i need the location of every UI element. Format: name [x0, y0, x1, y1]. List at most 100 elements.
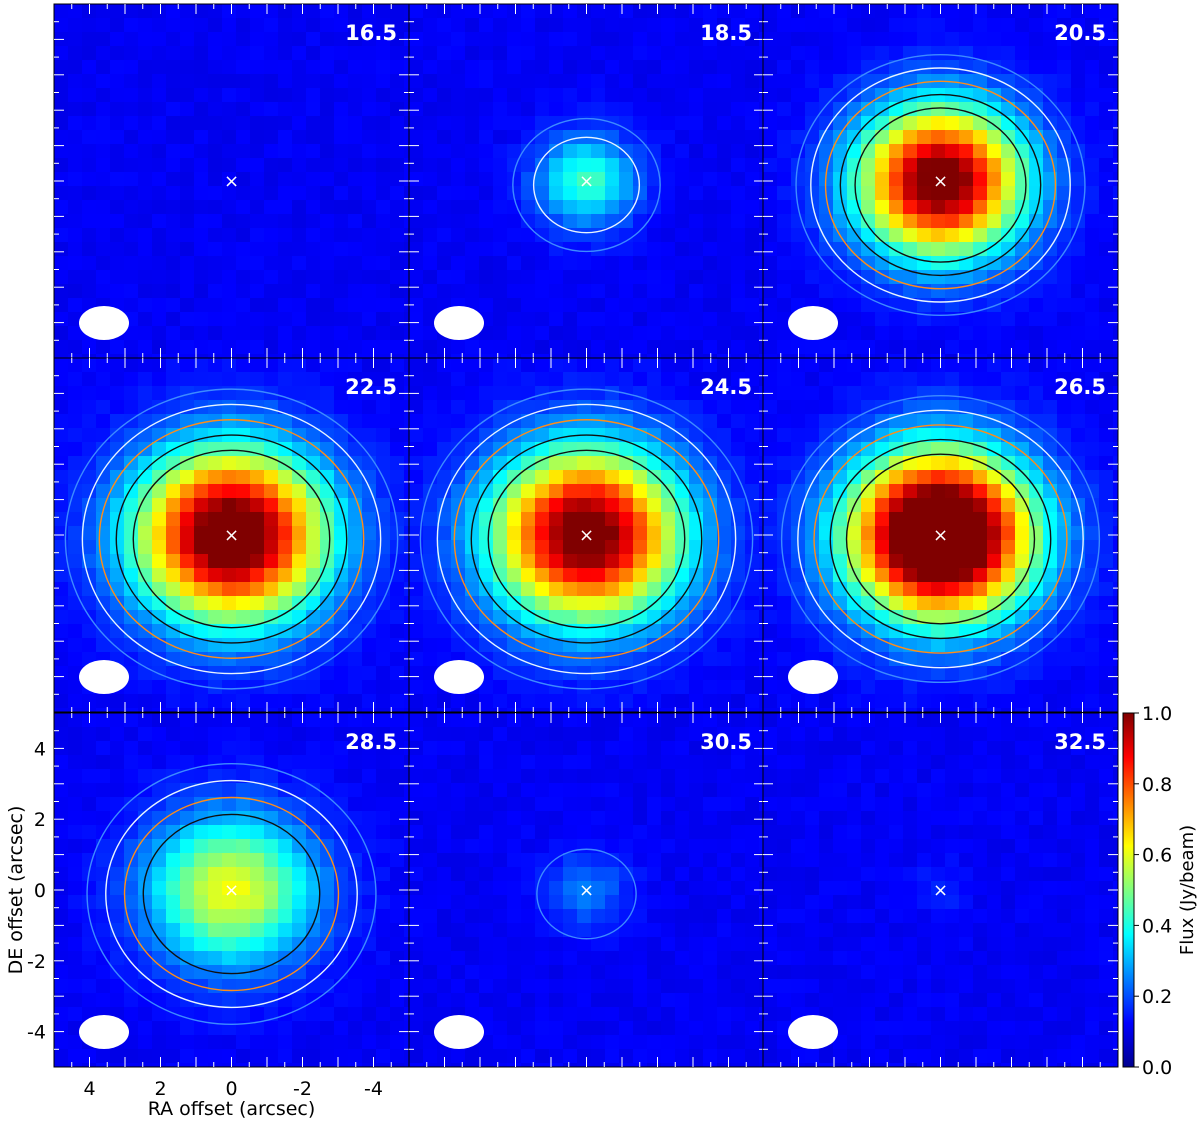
flux-pixel [931, 414, 946, 429]
flux-pixel [703, 386, 718, 401]
flux-pixel [250, 755, 265, 770]
flux-pixel [124, 965, 139, 980]
flux-pixel [465, 358, 480, 373]
flux-pixel [320, 666, 335, 681]
flux-pixel [451, 214, 466, 229]
flux-pixel [777, 680, 792, 695]
flux-pixel [1015, 666, 1030, 681]
flux-pixel [194, 1063, 209, 1067]
flux-pixel [320, 116, 335, 131]
flux-pixel [591, 610, 606, 625]
flux-pixel [292, 284, 307, 299]
flux-pixel [675, 442, 690, 457]
flux-pixel [236, 144, 251, 159]
flux-pixel [250, 186, 265, 201]
flux-pixel [605, 60, 620, 75]
flux-pixel [833, 372, 848, 387]
flux-pixel [292, 498, 307, 513]
flux-pixel [549, 74, 564, 89]
flux-pixel [180, 214, 195, 229]
flux-pixel [54, 867, 69, 882]
flux-pixel [250, 284, 265, 299]
flux-pixel [493, 88, 508, 103]
flux-pixel [138, 102, 153, 117]
channel-label: 22.5 [345, 375, 397, 399]
flux-pixel [987, 130, 1002, 145]
flux-pixel [591, 270, 606, 285]
flux-pixel [110, 755, 125, 770]
flux-pixel [689, 60, 704, 75]
flux-pixel [563, 270, 578, 285]
flux-pixel [777, 102, 792, 117]
flux-pixel [745, 680, 760, 695]
flux-pixel [96, 965, 111, 980]
flux-pixel [194, 909, 209, 924]
flux-pixel [306, 713, 321, 728]
flux-pixel [805, 60, 820, 75]
flux-pixel [362, 853, 377, 868]
flux-contour [132, 449, 331, 629]
flux-pixel [110, 88, 125, 103]
flux-pixel [605, 88, 620, 103]
flux-pixel [661, 694, 676, 709]
flux-pixel [82, 442, 97, 457]
flux-pixel [306, 708, 321, 712]
flux-pixel [54, 554, 69, 569]
flux-pixel [194, 200, 209, 215]
flux-pixel [68, 853, 83, 868]
flux-pixel [521, 172, 536, 187]
flux-pixel [917, 666, 932, 681]
flux-pixel [437, 270, 452, 285]
flux-pixel [1085, 242, 1100, 257]
flux-pixel [661, 354, 676, 358]
flux-pixel [124, 680, 139, 695]
flux-pixel [124, 769, 139, 784]
flux-pixel [759, 130, 764, 145]
flux-pixel [717, 102, 732, 117]
flux-pixel [563, 172, 578, 187]
flux-pixel [68, 881, 83, 896]
flux-pixel [619, 484, 634, 499]
flux-pixel [973, 4, 988, 19]
flux-pixel [479, 755, 494, 770]
flux-pixel [535, 526, 550, 541]
flux-pixel [404, 498, 409, 513]
flux-pixel [847, 610, 862, 625]
flux-pixel [1113, 116, 1118, 131]
flux-pixel [945, 200, 960, 215]
flux-pixel [521, 102, 536, 117]
flux-pixel [1071, 554, 1086, 569]
flux-pixel [959, 242, 974, 257]
flux-pixel [68, 242, 83, 257]
flux-pixel [563, 18, 578, 33]
flux-pixel [208, 298, 223, 313]
flux-pixel [889, 74, 904, 89]
flux-pixel [763, 610, 778, 625]
flux-pixel [819, 400, 834, 415]
flux-pixel [591, 769, 606, 784]
flux-pixel [563, 652, 578, 667]
flux-pixel [152, 186, 167, 201]
flux-pixel [334, 727, 349, 742]
flux-pixel [819, 638, 834, 653]
flux-pixel [763, 354, 778, 358]
flux-pixel [875, 326, 890, 341]
flux-pixel [521, 797, 536, 812]
flux-pixel [96, 624, 111, 639]
flux-pixel [96, 923, 111, 938]
flux-pixel [647, 74, 662, 89]
flux-pixel [278, 372, 293, 387]
flux-pixel [619, 32, 634, 47]
flux-pixel [376, 1063, 391, 1067]
flux-pixel [278, 130, 293, 145]
flux-pixel [306, 811, 321, 826]
flux-pixel [861, 242, 876, 257]
flux-pixel [847, 158, 862, 173]
flux-pixel [945, 372, 960, 387]
flux-pixel [152, 783, 167, 798]
flux-pixel [409, 456, 424, 471]
flux-pixel [306, 102, 321, 117]
flux-pixel [875, 470, 890, 485]
flux-pixel [250, 228, 265, 243]
flux-pixel [805, 596, 820, 611]
